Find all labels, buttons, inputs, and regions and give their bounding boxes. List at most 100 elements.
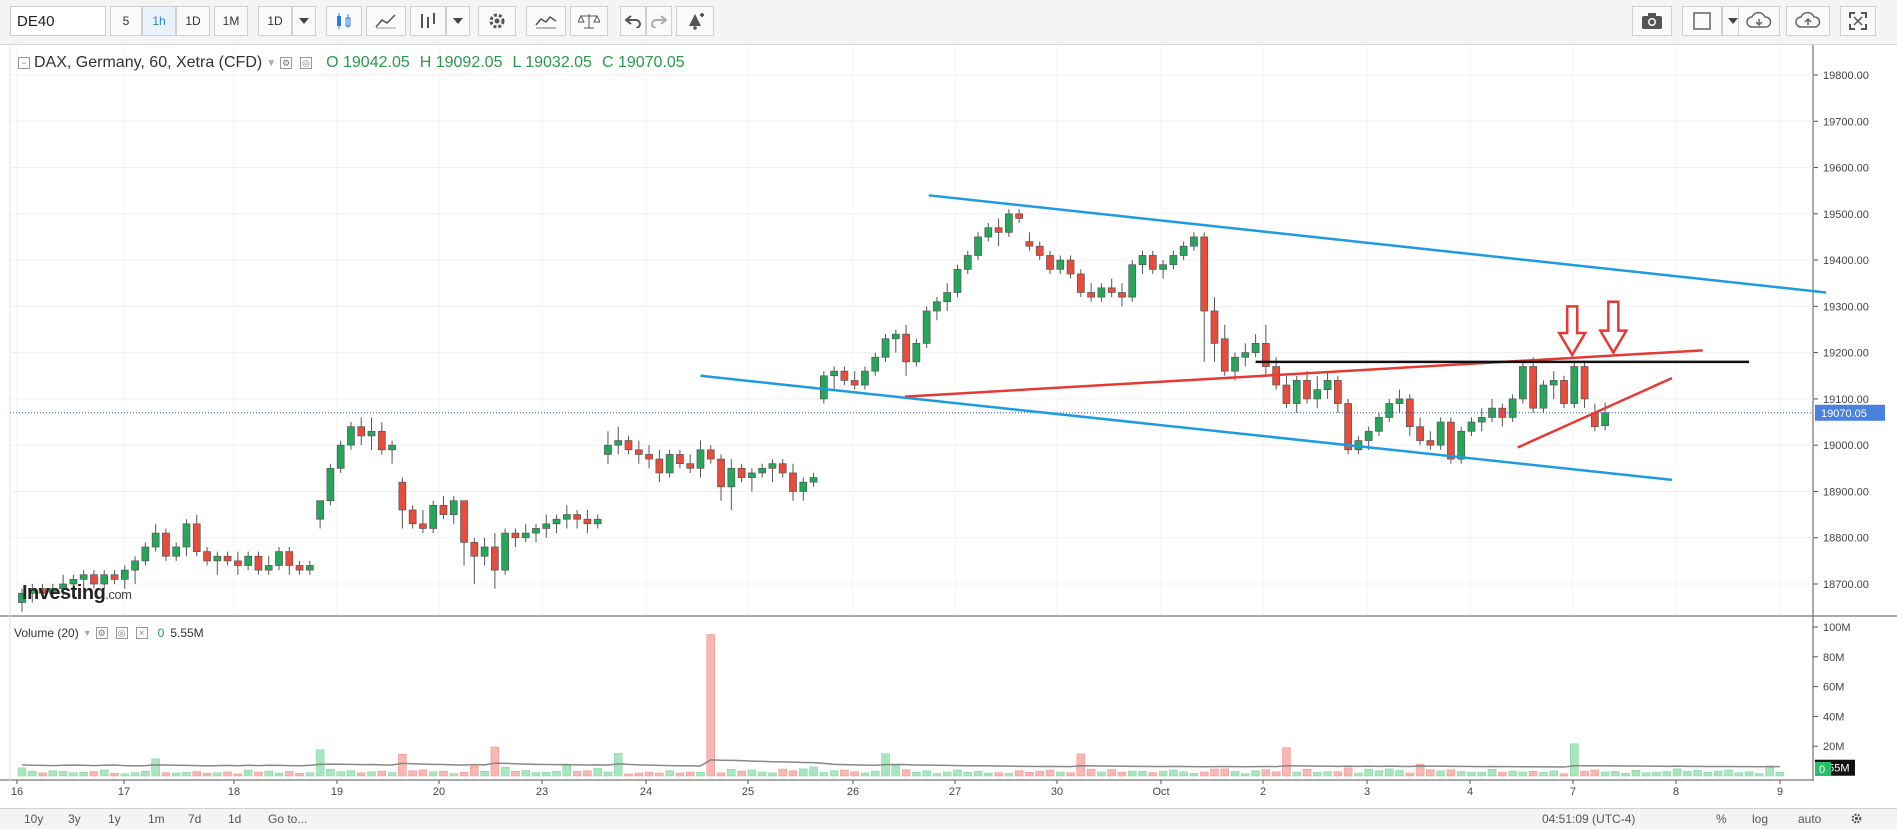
volume-bar[interactable] bbox=[285, 771, 294, 777]
candle-body[interactable] bbox=[480, 546, 489, 557]
volume-bar[interactable] bbox=[1570, 743, 1579, 777]
volume-bar[interactable] bbox=[69, 772, 78, 777]
volume-bar[interactable] bbox=[1426, 769, 1435, 777]
volume-bar[interactable] bbox=[38, 772, 47, 777]
volume-bar[interactable] bbox=[1210, 768, 1219, 777]
volume-bar[interactable] bbox=[932, 773, 942, 777]
volume-bar[interactable] bbox=[1652, 771, 1661, 777]
volume-bar[interactable] bbox=[1436, 770, 1445, 777]
candle-body[interactable] bbox=[1395, 398, 1404, 404]
interval-chevron-down-icon[interactable] bbox=[292, 6, 316, 36]
candle-body[interactable] bbox=[1241, 352, 1250, 358]
candle-body[interactable] bbox=[1303, 380, 1311, 400]
volume-bar[interactable] bbox=[1230, 771, 1240, 777]
indicators-icon[interactable] bbox=[410, 6, 446, 36]
volume-bar[interactable] bbox=[1261, 769, 1271, 777]
volume-bar[interactable] bbox=[1600, 771, 1610, 777]
candle-body[interactable] bbox=[429, 504, 438, 529]
volume-bar[interactable] bbox=[757, 771, 767, 777]
candle-body[interactable] bbox=[1549, 380, 1558, 386]
volume-bar[interactable] bbox=[346, 770, 356, 777]
camera-screenshot-icon[interactable] bbox=[1632, 6, 1672, 36]
volume-bar[interactable] bbox=[1282, 747, 1291, 777]
candle-body[interactable] bbox=[521, 532, 530, 539]
volume-bar[interactable] bbox=[655, 772, 664, 777]
volume-bar[interactable] bbox=[48, 770, 58, 777]
candle-body[interactable] bbox=[604, 444, 612, 455]
volume-bar[interactable] bbox=[254, 771, 263, 777]
candle-body[interactable] bbox=[347, 426, 355, 446]
candle-body[interactable] bbox=[922, 310, 931, 344]
volume-bar[interactable] bbox=[891, 763, 901, 777]
volume-bar[interactable] bbox=[130, 772, 140, 777]
candle-body[interactable] bbox=[748, 472, 756, 478]
candle-body[interactable] bbox=[1138, 255, 1147, 266]
candle-body[interactable] bbox=[1447, 421, 1455, 460]
candle-body[interactable] bbox=[1005, 213, 1013, 233]
candle-body[interactable] bbox=[994, 227, 1003, 233]
volume-bar[interactable] bbox=[1056, 771, 1065, 777]
candle-body[interactable] bbox=[871, 356, 880, 372]
volume-bar[interactable] bbox=[1097, 771, 1106, 777]
volume-bar[interactable] bbox=[1539, 772, 1548, 777]
volume-bar[interactable] bbox=[1621, 773, 1630, 777]
candle-body[interactable] bbox=[254, 555, 263, 571]
volume-bar[interactable] bbox=[1395, 770, 1404, 777]
volume-bar[interactable] bbox=[788, 770, 798, 777]
volume-bar[interactable] bbox=[500, 766, 510, 777]
volume-bar[interactable] bbox=[634, 772, 644, 777]
candle-body[interactable] bbox=[1262, 343, 1270, 367]
candle-body[interactable] bbox=[655, 458, 664, 474]
volume-bar[interactable] bbox=[1580, 770, 1589, 777]
volume-bar[interactable] bbox=[1611, 771, 1620, 777]
volume-bar[interactable] bbox=[1518, 771, 1528, 777]
cloud-upload-icon[interactable] bbox=[1786, 6, 1830, 36]
volume-bar[interactable] bbox=[1498, 772, 1507, 777]
range-1m[interactable]: 1m bbox=[148, 812, 165, 826]
candle-body[interactable] bbox=[377, 430, 386, 451]
volume-bar[interactable] bbox=[490, 746, 500, 777]
candle-body[interactable] bbox=[275, 551, 283, 566]
volume-bar[interactable] bbox=[28, 770, 37, 777]
volume-bar[interactable] bbox=[840, 769, 849, 777]
candle-body[interactable] bbox=[1200, 236, 1209, 312]
volume-bar[interactable] bbox=[1333, 771, 1343, 777]
interval-1d-button[interactable]: 1D bbox=[176, 6, 210, 36]
candle-body[interactable] bbox=[1457, 430, 1466, 460]
candle-body[interactable] bbox=[696, 449, 705, 469]
volume-bar[interactable] bbox=[110, 773, 119, 777]
volume-bar[interactable] bbox=[1158, 770, 1168, 777]
volume-bar[interactable] bbox=[1724, 769, 1733, 777]
goto-button[interactable]: Go to... bbox=[268, 812, 308, 826]
volume-bar[interactable] bbox=[706, 634, 716, 777]
volume-bar[interactable] bbox=[1179, 771, 1188, 777]
volume-bar[interactable] bbox=[1549, 770, 1558, 777]
candle-body[interactable] bbox=[573, 514, 581, 520]
candle-body[interactable] bbox=[532, 528, 540, 534]
symbol-input[interactable] bbox=[10, 6, 106, 36]
candle-body[interactable] bbox=[1087, 292, 1095, 298]
range-10y[interactable]: 10y bbox=[24, 812, 44, 826]
volume-bar[interactable] bbox=[542, 772, 551, 777]
volume-bar[interactable] bbox=[1765, 766, 1774, 777]
candle-body[interactable] bbox=[902, 333, 910, 363]
legend-hide-icon[interactable]: ◎ bbox=[300, 57, 313, 69]
volume-bar[interactable] bbox=[1446, 769, 1456, 777]
candle-body[interactable] bbox=[706, 449, 715, 460]
volume-bar[interactable] bbox=[295, 773, 304, 777]
volume-bar[interactable] bbox=[1189, 773, 1199, 777]
volume-legend-chevron-down-icon[interactable]: ▼ bbox=[82, 628, 92, 638]
volume-bar[interactable] bbox=[79, 772, 88, 777]
volume-bar[interactable] bbox=[120, 773, 130, 777]
volume-bar[interactable] bbox=[1127, 770, 1137, 777]
down-arrow-annotation[interactable] bbox=[1557, 305, 1588, 358]
candle-body[interactable] bbox=[727, 467, 736, 488]
trend-line-upper-channel[interactable] bbox=[928, 194, 1827, 294]
volume-bar[interactable] bbox=[1313, 772, 1322, 777]
candle-body[interactable] bbox=[501, 532, 510, 571]
volume-bar[interactable] bbox=[182, 772, 191, 777]
candle-body[interactable] bbox=[120, 569, 129, 580]
candle-body[interactable] bbox=[192, 523, 201, 552]
volume-bar[interactable] bbox=[665, 770, 674, 777]
volume-bar[interactable] bbox=[99, 769, 109, 777]
